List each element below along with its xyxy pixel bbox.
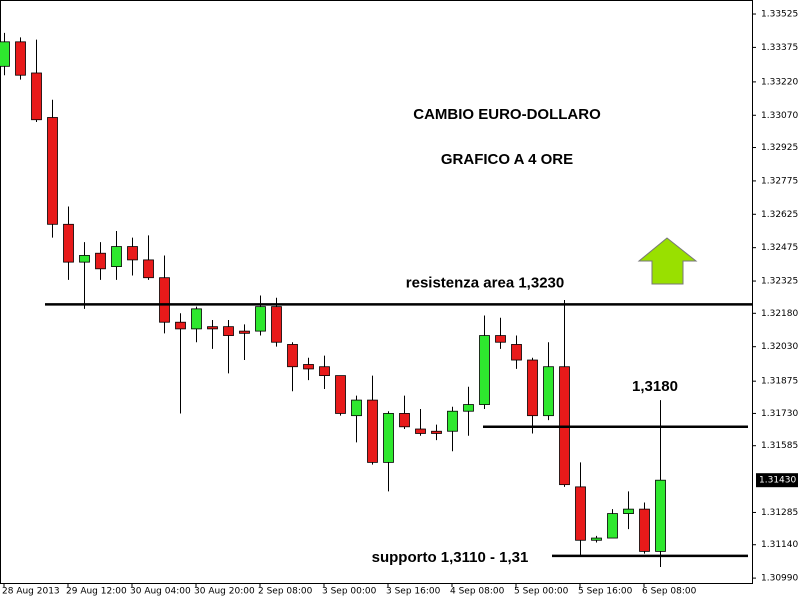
plot-frame xyxy=(0,0,753,584)
y-tick-label: 1.32925 xyxy=(761,143,798,153)
candle-body xyxy=(287,344,298,368)
last-price-box xyxy=(756,473,798,488)
x-tick-label: 29 Aug 12:00 xyxy=(66,587,127,597)
candle-body xyxy=(79,255,90,263)
x-tick-label: 6 Sep 08:00 xyxy=(642,587,697,597)
candle-body xyxy=(223,326,234,336)
candle-body xyxy=(479,335,490,405)
chart-subtitle: GRAFICO A 4 ORE xyxy=(441,151,573,168)
candle-body xyxy=(303,364,314,370)
x-tick-label: 2 Sep 08:00 xyxy=(258,587,313,597)
candle-body xyxy=(543,366,554,417)
candle-body xyxy=(399,413,410,428)
y-tick-label: 1.32180 xyxy=(761,309,798,319)
candle-body xyxy=(0,41,10,67)
level-label: resistenza area 1,3230 xyxy=(406,274,564,291)
candle-body xyxy=(623,508,634,514)
candle-body xyxy=(591,537,602,541)
y-tick-label: 1.31285 xyxy=(761,508,798,518)
candle-body xyxy=(63,223,74,263)
candle-body xyxy=(639,508,650,552)
candle-body xyxy=(335,375,346,414)
x-tick-label: 28 Aug 2013 xyxy=(2,587,60,597)
y-tick-label: 1.32325 xyxy=(761,277,798,287)
candle-body xyxy=(47,117,58,225)
candle-body xyxy=(495,335,506,343)
candle-body xyxy=(15,41,26,76)
candle-body xyxy=(463,404,474,412)
candle-body xyxy=(159,277,170,323)
x-tick-label: 4 Sep 08:00 xyxy=(450,587,505,597)
y-tick-label: 1.31875 xyxy=(761,377,798,387)
y-tick-label: 1.33070 xyxy=(761,111,798,121)
candle-body xyxy=(575,486,586,541)
candle-body xyxy=(383,413,394,463)
candle-body xyxy=(207,326,218,330)
level-label: supporto 1,3110 - 1,31 xyxy=(372,549,529,566)
y-tick-label: 1.31585 xyxy=(761,441,798,451)
candle-body xyxy=(607,513,618,539)
x-tick-label: 5 Sep 00:00 xyxy=(514,587,569,597)
last-price-label: 1.31430 xyxy=(759,476,796,486)
candle-body xyxy=(351,399,362,417)
candle-body xyxy=(271,306,282,343)
candle-body xyxy=(431,430,442,434)
candle-body xyxy=(367,399,378,463)
candle-body xyxy=(111,246,122,267)
candle-body xyxy=(415,428,426,434)
level-label: 1,3180 xyxy=(632,378,678,395)
y-tick-label: 1.33525 xyxy=(761,10,798,20)
candle-body xyxy=(143,259,154,279)
candle-body xyxy=(655,479,666,552)
candle-body xyxy=(527,359,538,417)
y-tick-label: 1.30990 xyxy=(761,574,798,584)
candle-body xyxy=(95,252,106,270)
y-tick-label: 1.31140 xyxy=(761,540,798,550)
candle-body xyxy=(447,410,458,432)
candle-body xyxy=(31,72,42,121)
y-tick-label: 1.31730 xyxy=(761,409,798,419)
y-tick-label: 1.33220 xyxy=(761,77,798,87)
candle-body xyxy=(127,246,138,261)
x-tick-label: 30 Aug 20:00 xyxy=(194,587,255,597)
x-tick-label: 30 Aug 04:00 xyxy=(130,587,191,597)
candle-body xyxy=(191,308,202,330)
candle-body xyxy=(239,330,250,334)
x-tick-label: 3 Sep 00:00 xyxy=(322,587,377,597)
y-tick-label: 1.32030 xyxy=(761,342,798,352)
y-tick-label: 1.32775 xyxy=(761,176,798,186)
chart-title: CAMBIO EURO-DOLLARO xyxy=(413,106,601,123)
y-tick-label: 1.32625 xyxy=(761,210,798,220)
candle-body xyxy=(175,321,186,330)
x-tick-label: 5 Sep 16:00 xyxy=(578,587,633,597)
candle-body xyxy=(511,344,522,361)
x-tick-label: 3 Sep 16:00 xyxy=(386,587,441,597)
candle-body xyxy=(255,306,266,332)
y-tick-label: 1.32475 xyxy=(761,243,798,253)
y-tick-label: 1.33375 xyxy=(761,43,798,53)
candle-body xyxy=(319,366,330,377)
up-arrow xyxy=(637,237,698,285)
